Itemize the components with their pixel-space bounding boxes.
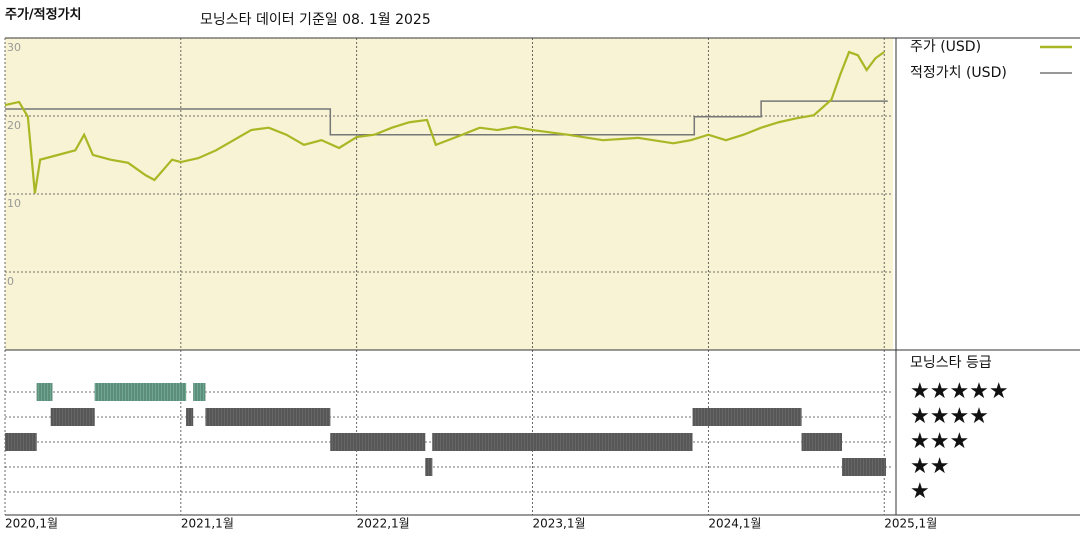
chart-subtitle: 모닝스타 데이터 기준일 08. 1월 2025: [200, 12, 431, 28]
x-tick-label: 2022,1월: [357, 517, 410, 531]
series-line: [4, 50, 885, 194]
marks: 0 10 20 30 2020,1월 2021,1월 2022,1월 2023,1월 2024,…: [4, 37, 1072, 531]
rating-bar-texture: [193, 383, 206, 401]
x-tick-label: 2020,1월: [5, 517, 58, 531]
legend-label: 주가 (USD): [910, 39, 981, 55]
rating-bar-texture: [5, 433, 37, 451]
x-tick-label: 2024,1월: [708, 517, 761, 531]
x-tick-label: 2023,1월: [533, 517, 586, 531]
rating-bar-texture: [801, 433, 843, 451]
rating-title: 모닝스타 등급: [910, 355, 992, 371]
rating-bar-texture: [205, 408, 331, 426]
rating-label: ★★★★★: [910, 379, 1009, 404]
rating-bar-texture: [50, 408, 95, 426]
rating-bar-texture: [94, 383, 187, 401]
rating-bar-texture: [186, 408, 194, 426]
rating-bar-texture: [842, 458, 886, 476]
legend-label: 적정가치 (USD): [910, 65, 1007, 81]
rating-label: ★★★: [910, 429, 969, 454]
chart-title: 주가/적정가치: [5, 7, 82, 23]
x-tick-label: 2025,1월: [884, 517, 937, 531]
y-tick-label: 20: [7, 119, 21, 132]
rating-bar-texture: [692, 408, 802, 426]
y-tick-label: 0: [7, 275, 14, 288]
rating-bar-texture: [330, 433, 426, 451]
rating-label: ★★: [910, 454, 949, 479]
rating-label: ★: [910, 479, 930, 504]
y-tick-label: 10: [7, 197, 21, 210]
x-tick-label: 2021,1월: [181, 517, 234, 531]
rating-bar-texture: [36, 383, 53, 401]
y-tick-label: 30: [7, 41, 21, 54]
series-line: [5, 100, 888, 136]
rating-bar-texture: [425, 458, 433, 476]
rating-label: ★★★★: [910, 404, 989, 429]
rating-bar-texture: [432, 433, 693, 451]
